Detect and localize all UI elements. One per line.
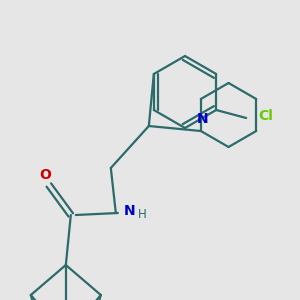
Text: N: N (124, 204, 135, 218)
Text: H: H (138, 208, 147, 221)
Text: N: N (197, 112, 208, 126)
Text: O: O (39, 168, 51, 182)
Text: Cl: Cl (258, 109, 273, 123)
